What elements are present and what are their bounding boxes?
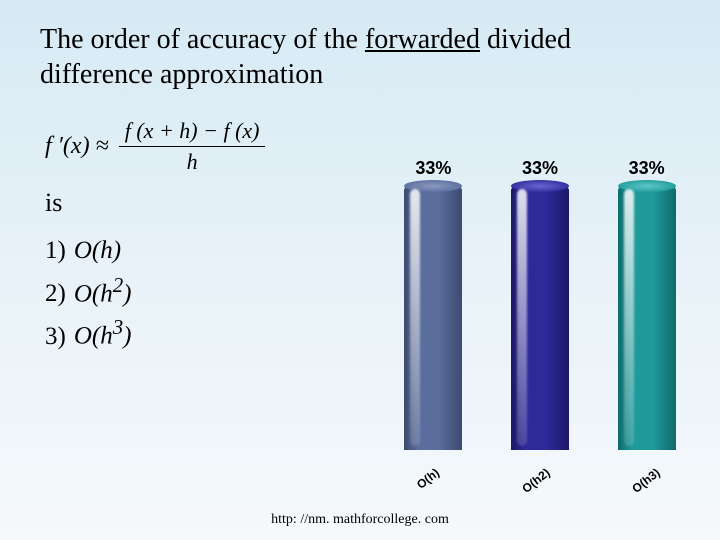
bar-1-pct: 33%	[415, 158, 451, 179]
option-1: 1) O(h)	[45, 232, 131, 270]
formula-lhs: f ′(x) ≈	[45, 133, 109, 160]
bar-2-pct: 33%	[522, 158, 558, 179]
formula-fraction: f (x + h) − f (x) h	[119, 118, 266, 175]
bar-group-2: 33%	[495, 158, 585, 450]
bar-1	[404, 185, 462, 450]
option-2-sup: 2	[113, 273, 123, 297]
title-prefix: The order of accuracy of the	[40, 24, 365, 55]
options-list: 1)O(h) 2)O(h2) 3)O(h3)	[45, 232, 131, 355]
xlabel-2: O(h2)	[519, 465, 552, 495]
option-3-close: )	[123, 323, 131, 350]
bar-2	[511, 185, 569, 450]
bar-group-1: 33%	[388, 158, 478, 450]
bars-container: 33% 33% 33%	[380, 160, 700, 450]
option-2-close: )	[123, 280, 131, 307]
footer-url: http: //nm. mathforcollege. com	[0, 512, 720, 528]
title-underlined: forwarded	[365, 24, 480, 55]
option-1-body: O(h)	[74, 237, 121, 264]
option-2: 2)O(h2)	[45, 270, 131, 313]
bar-2-highlight	[517, 189, 527, 446]
poll-chart: 33% 33% 33%	[380, 150, 700, 490]
option-3: 3)O(h3)	[45, 312, 131, 355]
bar-3	[618, 185, 676, 450]
formula-denominator: h	[119, 147, 266, 175]
formula: f ′(x) ≈ f (x + h) − f (x) h	[45, 118, 265, 175]
option-1-number: 1)	[45, 237, 66, 264]
option-2-base: O(h	[74, 280, 113, 307]
xlabel-1: O(h)	[414, 465, 442, 491]
formula-numerator: f (x + h) − f (x)	[119, 118, 266, 147]
option-3-base: O(h	[74, 323, 113, 350]
is-label: is	[45, 188, 62, 218]
bar-group-3: 33%	[602, 158, 692, 450]
x-axis-labels: O(h) O(h2) O(h3)	[380, 452, 700, 492]
slide-title: The order of accuracy of the forwarded d…	[40, 22, 680, 92]
bar-3-highlight	[624, 189, 634, 446]
option-3-number: 3)	[45, 323, 66, 350]
option-3-sup: 3	[113, 315, 123, 339]
bar-3-pct: 33%	[629, 158, 665, 179]
bar-1-highlight	[410, 189, 420, 446]
xlabel-3: O(h3)	[629, 465, 662, 495]
option-2-number: 2)	[45, 280, 66, 307]
slide: The order of accuracy of the forwarded d…	[0, 0, 720, 540]
